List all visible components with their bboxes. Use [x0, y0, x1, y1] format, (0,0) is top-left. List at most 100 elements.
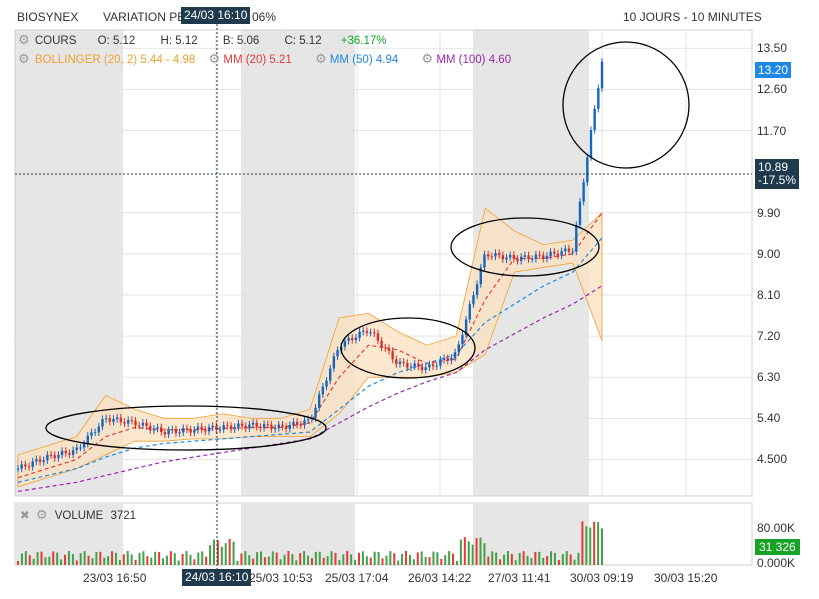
volume-bar: [135, 560, 137, 565]
candle-body: [259, 427, 261, 428]
candle-body: [601, 62, 603, 89]
volume-bar: [256, 552, 258, 565]
candle-body: [568, 249, 570, 252]
mm20-label: MM (20): [223, 54, 266, 66]
volume-bar: [72, 554, 74, 565]
volume-bar: [123, 554, 125, 565]
volume-bar: [299, 553, 301, 565]
volume-bar: [550, 551, 552, 565]
open-value: 5.12: [113, 35, 135, 47]
cursor-price-change: -17.5%: [758, 174, 796, 187]
volume-bar: [60, 559, 62, 565]
volume-bar: [154, 552, 156, 565]
time-tick-label: 25/03 10:53: [249, 571, 312, 585]
candle-body: [410, 366, 412, 367]
candle-body: [289, 425, 291, 429]
volume-bar: [429, 557, 431, 565]
candle-body: [281, 425, 283, 427]
candle-body: [193, 430, 195, 433]
candle-body: [421, 367, 423, 370]
volume-bar: [229, 539, 231, 565]
candle-body: [307, 419, 309, 420]
change-value: +36.17%: [341, 35, 387, 47]
gear-icon[interactable]: ⚙: [421, 51, 433, 66]
candle-body: [399, 362, 401, 364]
candle-body: [123, 422, 125, 424]
candle-body: [395, 359, 397, 364]
volume-bar: [382, 558, 384, 565]
volume-bar: [91, 558, 93, 565]
gear-icon[interactable]: ⚙: [36, 507, 48, 522]
volume-bar: [84, 551, 86, 565]
candle-body: [483, 254, 485, 267]
mm100-value: 4.60: [489, 54, 511, 66]
candle-body: [138, 425, 140, 426]
volume-bar: [233, 542, 235, 565]
volume-bar: [76, 560, 78, 565]
volume-bar: [80, 553, 82, 565]
volume-bar: [456, 561, 458, 565]
volume-bar: [401, 554, 403, 565]
candle-body: [325, 381, 327, 387]
volume-bar: [570, 554, 572, 565]
low-value: 5.06: [237, 35, 259, 47]
volume-bar: [131, 554, 133, 565]
volume-bar: [546, 556, 548, 565]
candle-body: [516, 259, 518, 261]
candle-body: [153, 429, 155, 431]
price-tick-label: 13.50: [757, 41, 787, 55]
volume-bar: [350, 554, 352, 565]
volume-bar: [205, 557, 207, 565]
volume-bar: [236, 561, 238, 565]
volume-bar: [146, 556, 148, 565]
session-shade: [241, 503, 355, 565]
volume-bar: [389, 551, 391, 565]
candle-body: [72, 450, 74, 455]
volume-bar: [158, 552, 160, 565]
candle-body: [83, 444, 85, 448]
gear-icon[interactable]: ⚙: [209, 51, 221, 66]
volume-bar: [342, 554, 344, 565]
volume-bar: [558, 560, 560, 565]
gear-icon[interactable]: ⚙: [18, 51, 30, 66]
candle-body: [314, 408, 316, 418]
volume-bar: [276, 553, 278, 565]
volume-bar: [162, 558, 164, 565]
candle-body: [186, 428, 188, 429]
candle-body: [134, 421, 136, 426]
candle-body: [487, 254, 489, 256]
candle-body: [553, 252, 555, 254]
price-tick-label: 8.10: [757, 288, 780, 302]
volume-bar: [17, 561, 19, 565]
volume-bar: [56, 553, 58, 565]
mm20-value: 5.21: [269, 54, 291, 66]
gear-icon[interactable]: ⚙: [18, 32, 30, 47]
low-label: B:: [223, 35, 234, 47]
candle-body: [380, 341, 382, 348]
volume-bar: [601, 528, 603, 565]
candle-body: [542, 255, 544, 259]
volume-bar: [303, 551, 305, 565]
crosshair-time-badge-bottom: 24/03 16:10: [182, 569, 251, 586]
candle-body: [35, 459, 37, 461]
candle-body: [98, 427, 100, 433]
bollinger-label: BOLLINGER (20, 2): [35, 54, 137, 66]
gear-icon[interactable]: ⚙: [315, 51, 327, 66]
price-tick-label: 6.30: [757, 370, 780, 384]
volume-bar: [554, 553, 556, 565]
volume-bar: [248, 555, 250, 565]
candle-body: [292, 422, 294, 425]
candle-body: [575, 225, 577, 252]
price-tick-label: 12.60: [757, 82, 787, 96]
bollinger-values: 5.44 - 4.98: [140, 54, 195, 66]
candle-body: [494, 253, 496, 256]
volume-bar: [21, 554, 23, 565]
candle-body: [454, 352, 456, 358]
volume-bar: [52, 551, 54, 565]
candle-body: [24, 464, 26, 466]
volume-bar: [68, 551, 70, 565]
candle-body: [333, 356, 335, 368]
volume-bar: [99, 552, 101, 565]
volume-bar: [574, 560, 576, 565]
close-icon[interactable]: ✖: [20, 510, 30, 522]
